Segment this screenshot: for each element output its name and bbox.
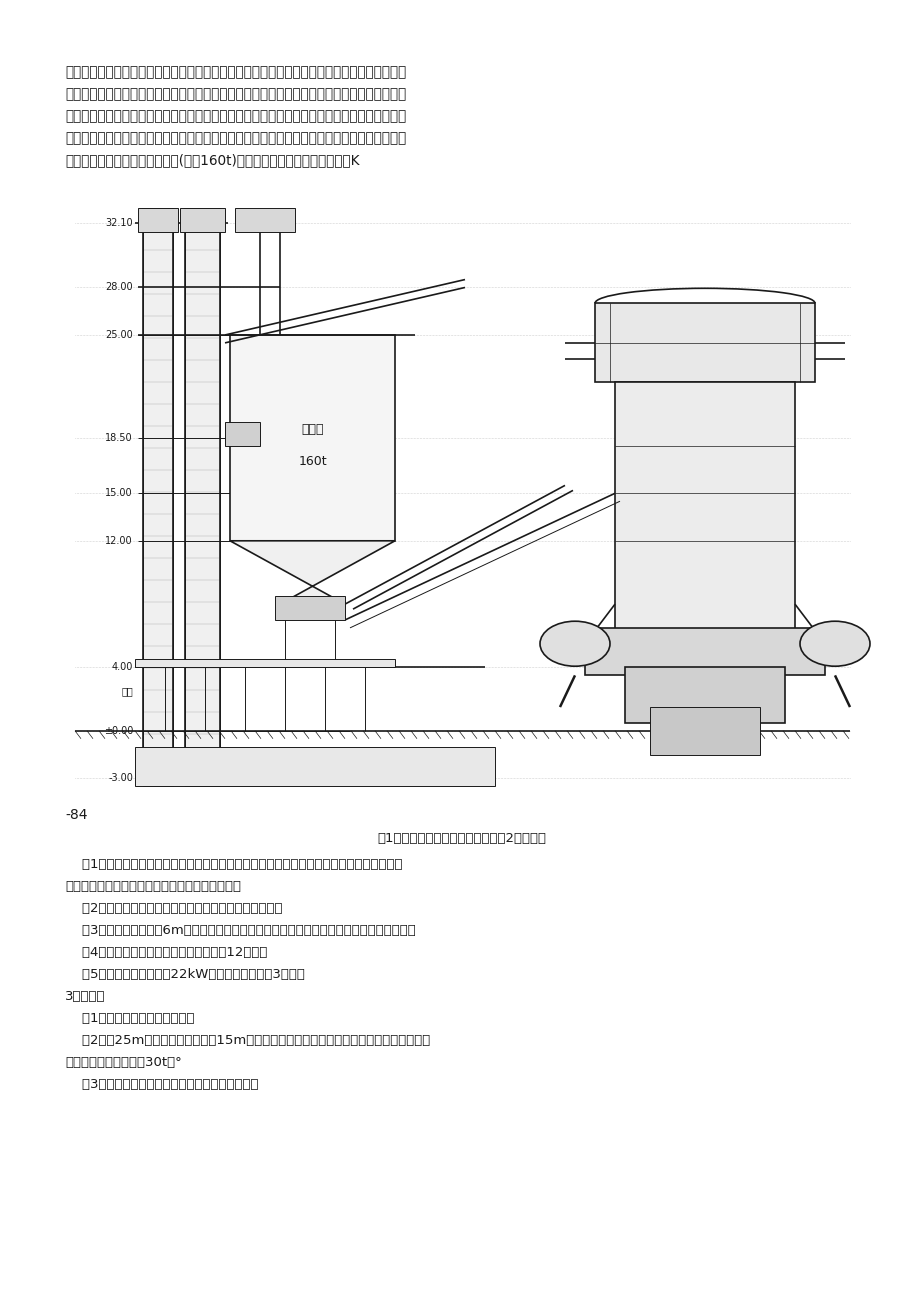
Text: 3改造措施: 3改造措施 [65,990,106,1003]
Text: 15.00: 15.00 [106,488,133,498]
Text: （2）锁风阀经常卡料、跳停，造成磨机空运行或跳停。: （2）锁风阀经常卡料、跳停，造成磨机空运行或跳停。 [65,902,282,915]
Text: （1）配料站经常断料，造成设备可靠性差。断料情况包含配料仓下料不畅、金属探测仪报: （1）配料站经常断料，造成设备可靠性差。断料情况包含配料仓下料不畅、金属探测仪报 [65,857,403,870]
Bar [138,208,177,232]
Bar [584,628,824,675]
Bar [595,303,814,382]
Bar [135,660,394,667]
Bar [234,208,295,232]
Text: 磨、烘干后，经选粉机分选，粗粉返回磨盘重新粉磨，合格成品随出磨气流经旋风分离器收集。: 磨、烘干后，经选粉机分选，粗粉返回磨盘重新粉磨，合格成品随出磨气流经旋风分离器收… [65,87,406,101]
Text: 收集下来的成品经空气输送斜槽和斗式提升机入生料库储存、均化。部分生料随磨盘的转动在没: 收集下来的成品经空气输送斜槽和斗式提升机入生料库储存、均化。部分生料随磨盘的转动… [65,109,406,124]
Text: （3）下料溜槽过长达6m，且内部安装衬板造成维修费用高，空间狭小，维修施工难度大。: （3）下料溜槽过长达6m，且内部安装衬板造成维修费用高，空间狭小，维修施工难度大… [65,924,415,937]
Text: 再恢复运转，物料经入磨皮带、三通闸板、锁风阀、下料溜槽进入磨。各种原材料在磨内进行粉: 再恢复运转，物料经入磨皮带、三通闸板、锁风阀、下料溜槽进入磨。各种原材料在磨内进… [65,65,406,79]
Text: 图1改造前生料磨系统局部工艺流程2存在问题: 图1改造前生料磨系统局部工艺流程2存在问题 [377,833,546,846]
Text: -84: -84 [65,808,87,822]
Text: 外排: 外排 [121,686,133,696]
Bar [624,667,784,723]
Ellipse shape [539,621,609,666]
Text: 渣缓冲仓（新增，容量30t）°: 渣缓冲仓（新增，容量30t）° [65,1056,182,1069]
Text: 特殊情况可将三通闸板至应急仓(容量160t)。生料磨系统局部工艺流程见图K: 特殊情况可将三通闸板至应急仓(容量160t)。生料磨系统局部工艺流程见图K [65,154,359,167]
Bar [135,747,494,786]
Text: -3.00: -3.00 [108,773,133,783]
Ellipse shape [800,621,869,666]
Text: 警等情况，造成生料磨止料频繁，雨季尤为明显。: 警等情况，造成生料磨止料频繁，雨季尤为明显。 [65,879,241,892]
Text: 18.50: 18.50 [106,433,133,442]
Bar [142,208,173,786]
Text: （1）取消锁风阀、三通闸板。: （1）取消锁风阀、三通闸板。 [65,1012,194,1025]
Bar [614,382,794,667]
Text: （5）锁风阀电动机功率22kW，每年耗电费用约3万元。: （5）锁风阀电动机功率22kW，每年耗电费用约3万元。 [65,968,304,981]
Text: （4）锁风阀维修费用高，一年维修费约12万元。: （4）锁风阀维修费用高，一年维修费约12万元。 [65,946,267,959]
Text: 160t: 160t [298,455,326,468]
Text: 25.00: 25.00 [105,330,133,340]
Text: 12.00: 12.00 [106,536,133,546]
Text: （2）将25m平台入磨皮带下移至15m平台，并改为可逆皮带，一端直接入磨，另一端入排: （2）将25m平台入磨皮带下移至15m平台，并改为可逆皮带，一端直接入磨，另一端… [65,1034,430,1047]
Bar [225,422,260,446]
Text: 4.00: 4.00 [111,662,133,673]
Bar [180,208,225,232]
Text: 有研磨的情况下沿风口落下，经排渣皮带、排渣斗式提升机到入磨皮带，重新粉磨。检修或其他: 有研磨的情况下沿风口落下，经排渣皮带、排渣斗式提升机到入磨皮带，重新粉磨。检修或… [65,131,406,144]
Text: 28.00: 28.00 [106,282,133,293]
Bar [185,208,220,786]
Text: （3）在入磨皮带机头使用料位计作为堵料报警。: （3）在入磨皮带机头使用料位计作为堵料报警。 [65,1079,258,1092]
Bar [230,334,394,541]
Text: ±0.00: ±0.00 [104,726,133,736]
Text: 32.10: 32.10 [106,217,133,228]
Bar [275,596,345,621]
Bar [650,706,759,755]
Polygon shape [230,541,394,604]
Text: 应急仓: 应急仓 [301,423,323,436]
